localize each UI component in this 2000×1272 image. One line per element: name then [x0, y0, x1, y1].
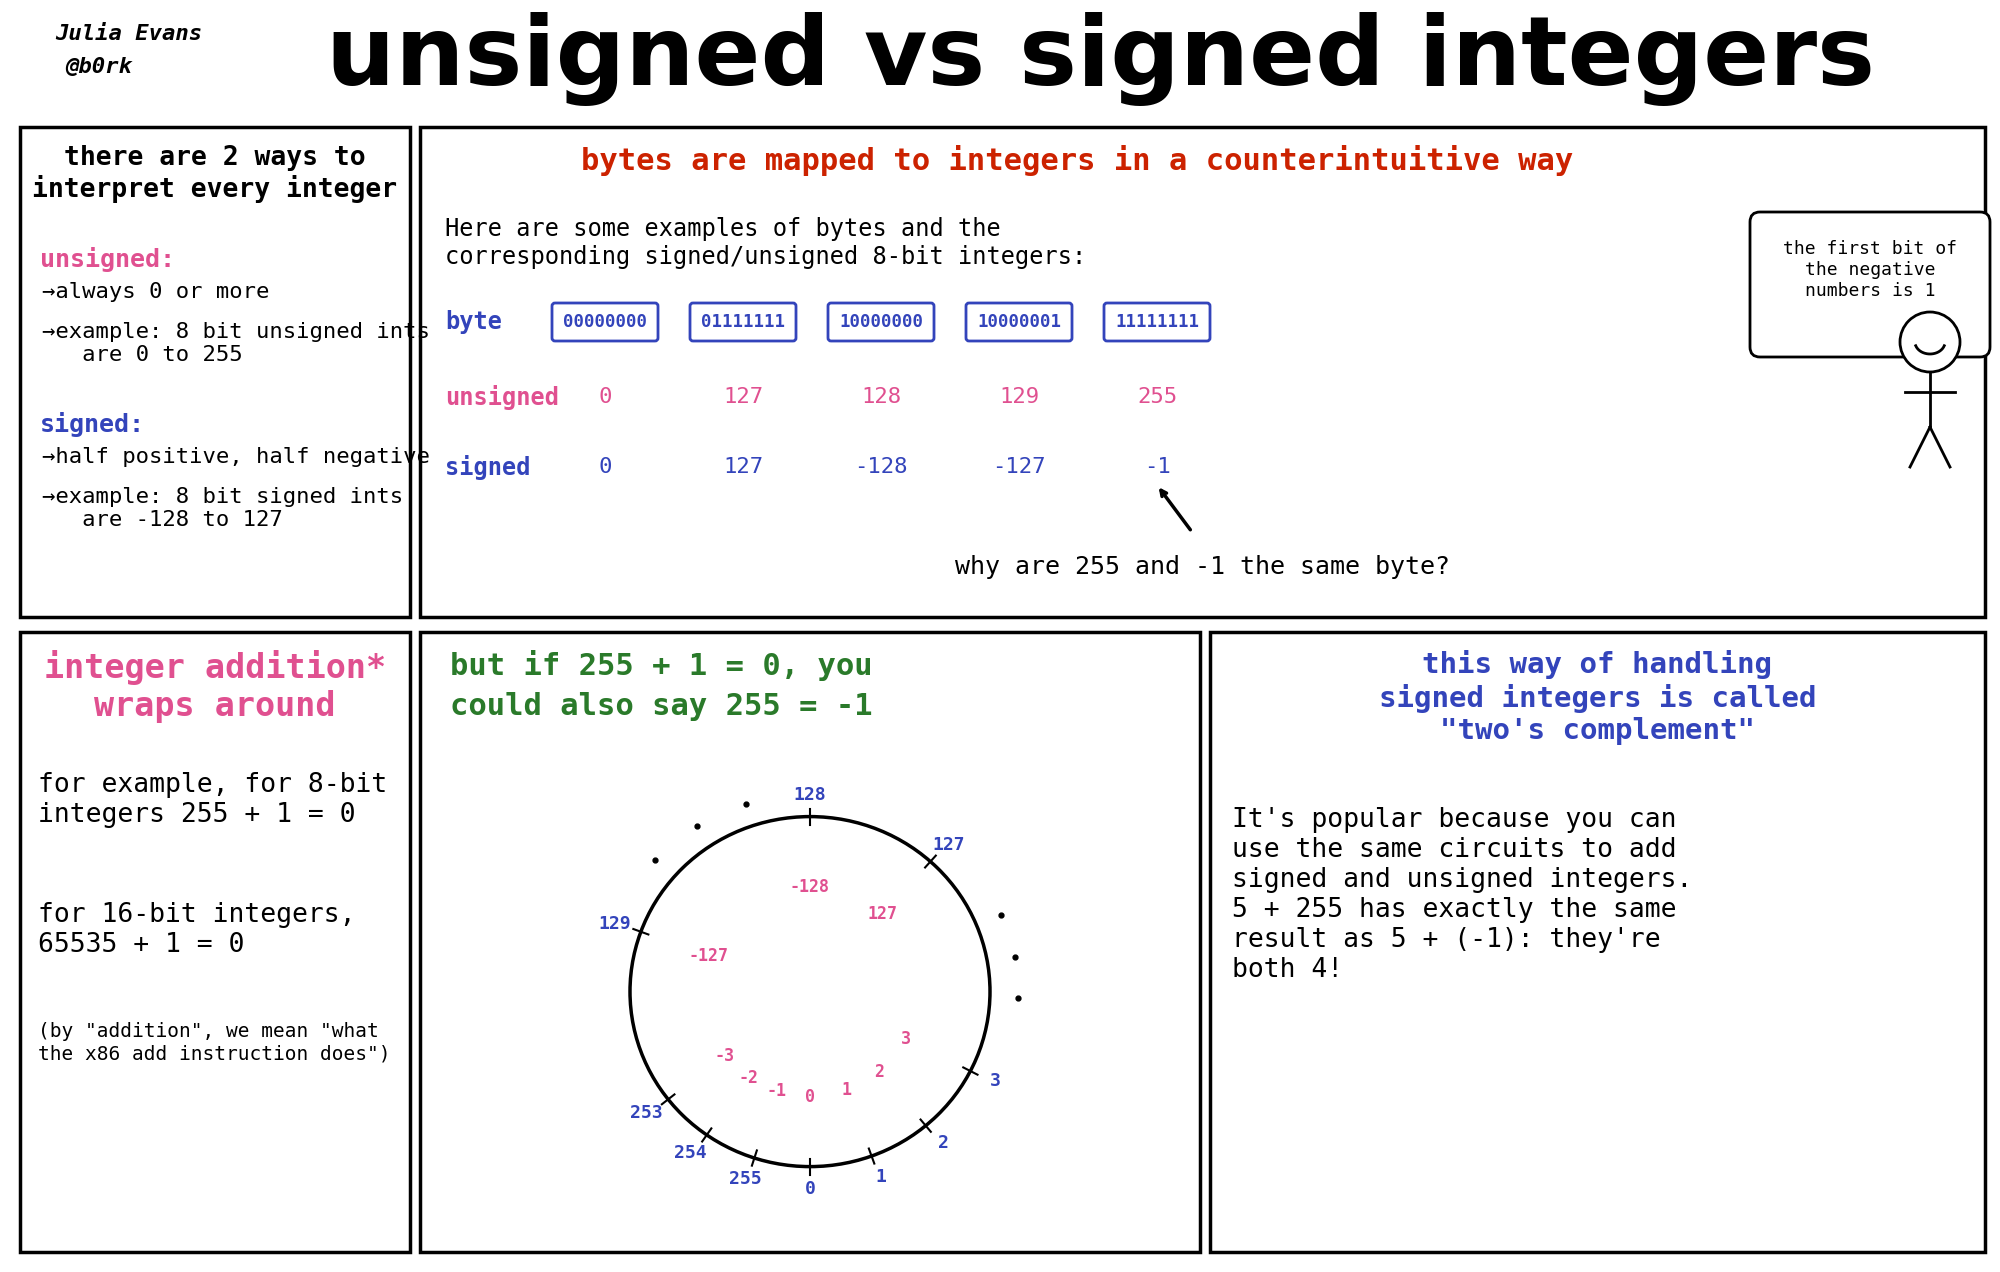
Text: 127: 127: [722, 387, 764, 407]
Text: 127: 127: [722, 457, 764, 477]
Text: 255: 255: [730, 1170, 762, 1188]
Text: bytes are mapped to integers in a counterintuitive way: bytes are mapped to integers in a counte…: [582, 145, 1574, 176]
Text: Here are some examples of bytes and the
corresponding signed/unsigned 8-bit inte: Here are some examples of bytes and the …: [444, 218, 1086, 268]
Text: @b0rk: @b0rk: [64, 57, 132, 78]
Text: unsigned: unsigned: [444, 384, 560, 410]
Text: signed:: signed:: [40, 412, 144, 438]
FancyBboxPatch shape: [552, 303, 658, 341]
Text: -3: -3: [714, 1047, 734, 1065]
Text: →half positive, half negative: →half positive, half negative: [42, 446, 430, 467]
Text: the first bit of
the negative
numbers is 1: the first bit of the negative numbers is…: [1784, 240, 1956, 300]
Text: -2: -2: [738, 1068, 758, 1086]
FancyBboxPatch shape: [1750, 212, 1990, 357]
Text: 127: 127: [868, 904, 898, 922]
Text: 128: 128: [794, 786, 826, 804]
Text: (by "addition", we mean "what
the x86 add instruction does"): (by "addition", we mean "what the x86 ad…: [38, 1021, 390, 1063]
Text: It's popular because you can
use the same circuits to add
signed and unsigned in: It's popular because you can use the sam…: [1232, 806, 1692, 983]
FancyBboxPatch shape: [420, 127, 1984, 617]
Text: 10000001: 10000001: [976, 313, 1060, 331]
Text: unsigned:: unsigned:: [40, 247, 176, 272]
Text: -128: -128: [854, 457, 908, 477]
FancyBboxPatch shape: [966, 303, 1072, 341]
Text: 2: 2: [938, 1133, 950, 1151]
Text: 129: 129: [598, 916, 630, 934]
Text: 00000000: 00000000: [564, 313, 648, 331]
Text: why are 255 and -1 the same byte?: why are 255 and -1 the same byte?: [956, 555, 1450, 579]
Text: 1: 1: [842, 1081, 852, 1099]
Text: 2: 2: [874, 1063, 884, 1081]
FancyBboxPatch shape: [420, 632, 1200, 1252]
Text: but if 255 + 1 = 0, you: but if 255 + 1 = 0, you: [450, 650, 872, 681]
Text: 0: 0: [804, 1179, 816, 1198]
Text: integer addition*
wraps around: integer addition* wraps around: [44, 650, 386, 724]
Text: 128: 128: [860, 387, 902, 407]
Text: 0: 0: [598, 457, 612, 477]
Text: →example: 8 bit unsigned ints
   are 0 to 255: →example: 8 bit unsigned ints are 0 to 2…: [42, 322, 430, 365]
FancyBboxPatch shape: [690, 303, 796, 341]
Text: Julia Evans: Julia Evans: [56, 24, 202, 45]
Text: for example, for 8-bit
integers 255 + 1 = 0: for example, for 8-bit integers 255 + 1 …: [38, 772, 388, 828]
Text: this way of handling
signed integers is called
"two's complement": this way of handling signed integers is …: [1378, 650, 1816, 745]
Text: -1: -1: [1144, 457, 1170, 477]
Text: 0: 0: [804, 1088, 816, 1105]
Text: for 16-bit integers,
65535 + 1 = 0: for 16-bit integers, 65535 + 1 = 0: [38, 902, 356, 958]
FancyBboxPatch shape: [1210, 632, 1984, 1252]
Text: 253: 253: [630, 1104, 662, 1122]
Text: 11111111: 11111111: [1116, 313, 1200, 331]
Text: 129: 129: [998, 387, 1040, 407]
Text: -127: -127: [688, 946, 728, 964]
Text: 1: 1: [876, 1168, 886, 1186]
Circle shape: [1900, 312, 1960, 371]
Ellipse shape: [630, 817, 990, 1166]
Text: 127: 127: [932, 836, 966, 855]
Text: 254: 254: [674, 1144, 708, 1163]
Text: byte: byte: [444, 310, 502, 335]
FancyBboxPatch shape: [1104, 303, 1210, 341]
Text: there are 2 ways to
interpret every integer: there are 2 ways to interpret every inte…: [32, 145, 398, 204]
Text: signed: signed: [444, 454, 530, 480]
Text: →always 0 or more: →always 0 or more: [42, 282, 270, 301]
Text: could also say 255 = -1: could also say 255 = -1: [450, 692, 872, 721]
Text: -1: -1: [766, 1082, 786, 1100]
FancyBboxPatch shape: [20, 632, 410, 1252]
Text: unsigned vs signed integers: unsigned vs signed integers: [326, 11, 1874, 106]
FancyBboxPatch shape: [20, 127, 410, 617]
Text: →example: 8 bit signed ints
   are -128 to 127: →example: 8 bit signed ints are -128 to …: [42, 487, 404, 530]
FancyBboxPatch shape: [828, 303, 934, 341]
Text: 3: 3: [990, 1072, 1000, 1090]
Text: -127: -127: [992, 457, 1046, 477]
Text: -128: -128: [790, 878, 830, 895]
Text: 0: 0: [598, 387, 612, 407]
Text: 10000000: 10000000: [840, 313, 924, 331]
Text: 255: 255: [1136, 387, 1178, 407]
Text: 3: 3: [902, 1030, 912, 1048]
Text: 01111111: 01111111: [702, 313, 784, 331]
